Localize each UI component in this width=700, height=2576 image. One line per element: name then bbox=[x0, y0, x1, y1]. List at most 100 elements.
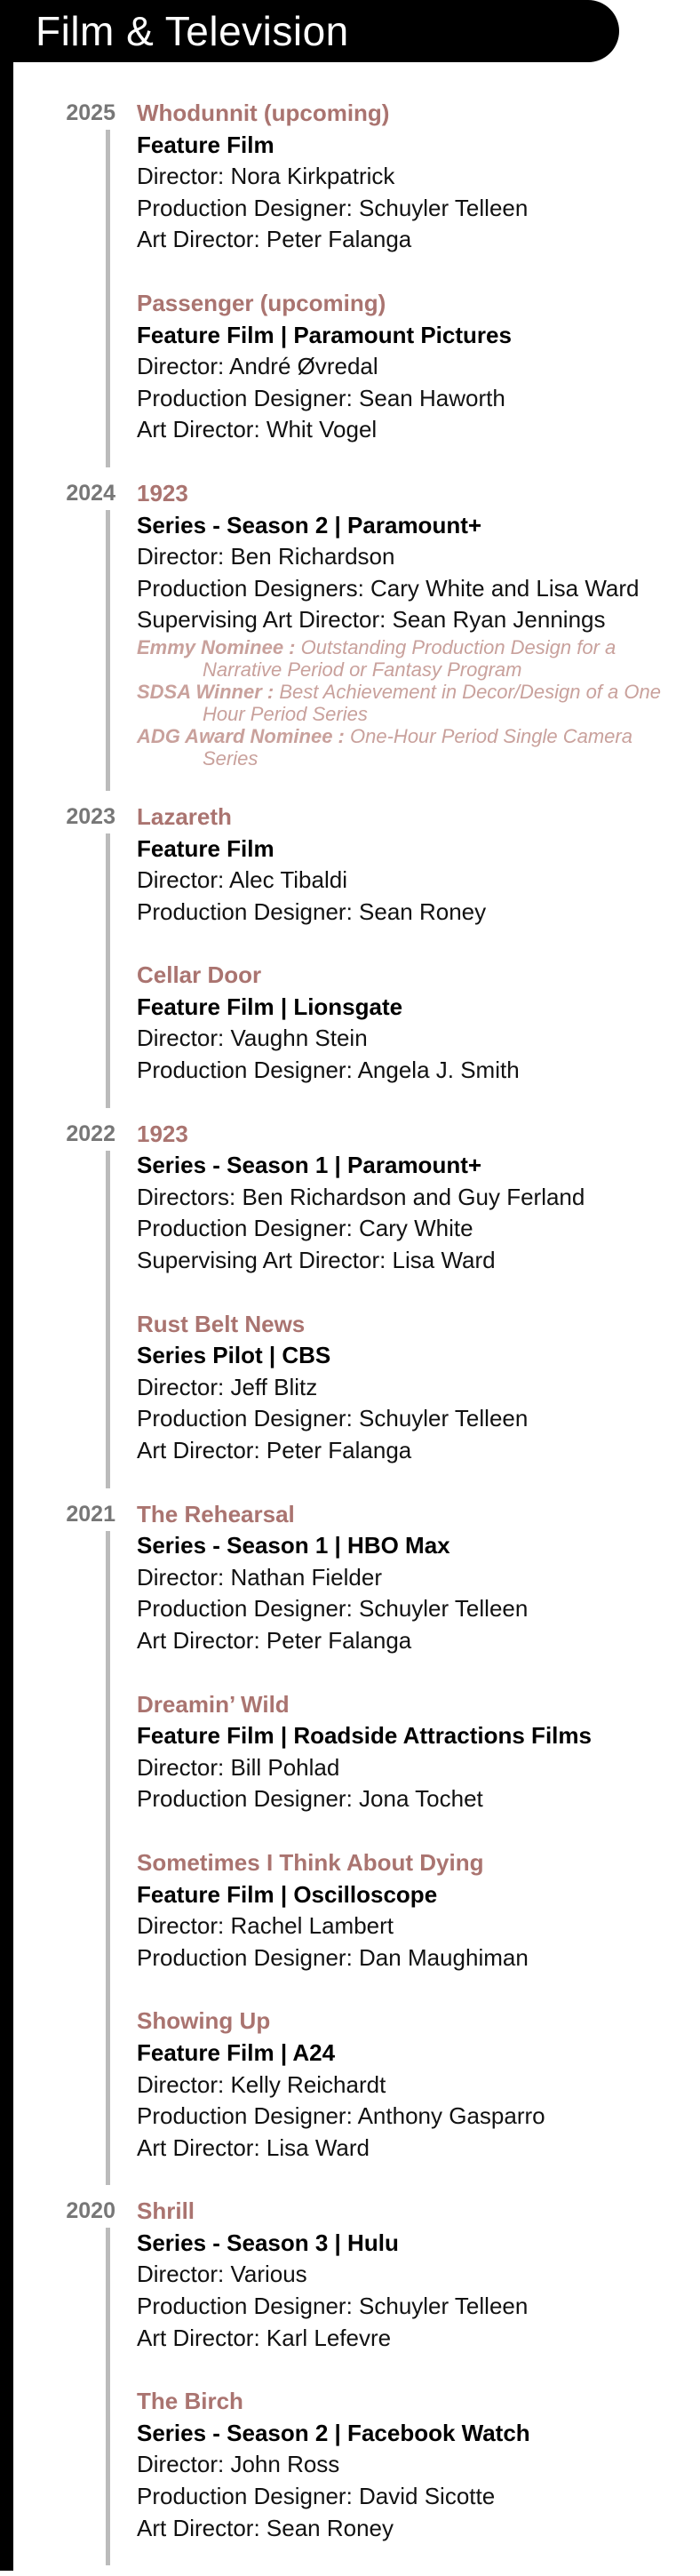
credit: Director: Rachel Lambert bbox=[137, 1912, 394, 1940]
project-subtitle: Feature Film | Roadside Attractions Film… bbox=[137, 1722, 592, 1750]
project-subtitle: Feature Film | Paramount Pictures bbox=[137, 321, 512, 348]
project-subtitle: Feature Film bbox=[137, 834, 274, 862]
year-block: 2020 Shrill Series - Season 3 | Hulu Direct… bbox=[0, 2196, 700, 2576]
project: Passenger (upcoming) Feature Film | Param… bbox=[137, 288, 700, 446]
project: 1923 Series - Season 1 | Paramount+ Direct… bbox=[137, 1119, 700, 1277]
credit: Supervising Art Director: Lisa Ward bbox=[137, 1247, 496, 1274]
project-title: 1923 bbox=[137, 1120, 188, 1147]
project-subtitle: Feature Film | Oscilloscope bbox=[137, 1880, 438, 1908]
credit: Production Designer: Schuyler Telleen bbox=[137, 194, 529, 221]
credit: Art Director: Lisa Ward bbox=[137, 2133, 370, 2161]
project: Cellar Door Feature Film | Lionsgate Direc… bbox=[137, 960, 700, 1086]
header-title: Film & Television bbox=[0, 0, 619, 62]
project-subtitle: Feature Film | A24 bbox=[137, 2038, 336, 2066]
credit: Art Director: Peter Falanga bbox=[137, 226, 412, 253]
credit: Director: Kelly Reichardt bbox=[137, 2070, 386, 2098]
award: ADG Award Nominee : One-Hour Period Sing… bbox=[137, 725, 664, 770]
award: Emmy Nominee : Outstanding Production De… bbox=[137, 636, 664, 681]
credit: Production Designer: Jona Tochet bbox=[137, 1785, 483, 1813]
credit: Director: Various bbox=[137, 2261, 307, 2288]
award-text: Best Achievement in Decor/Design of a On… bbox=[203, 680, 661, 725]
award-label: Emmy Nominee : bbox=[137, 635, 296, 658]
credit: Director: André Øvredal bbox=[137, 353, 378, 380]
credit: Director: Vaughn Stein bbox=[137, 1025, 368, 1052]
project-title: Passenger (upcoming) bbox=[137, 289, 386, 316]
project: 1923 Series - Season 2 | Paramount+ Direct… bbox=[137, 478, 700, 770]
project-subtitle: Series - Season 2 | Facebook Watch bbox=[137, 2419, 530, 2446]
project-subtitle: Feature Film bbox=[137, 131, 274, 158]
year-block: 2021 The Rehearsal Series - Season 1 | HBO… bbox=[0, 1499, 700, 2197]
project-title: 1923 bbox=[137, 479, 188, 506]
project-subtitle: Series - Season 3 | Hulu bbox=[137, 2229, 399, 2256]
project-title: Sometimes I Think About Dying bbox=[137, 1848, 484, 1876]
project-title: The Birch bbox=[137, 2388, 243, 2415]
credit: Art Director: Karl Lefevre bbox=[137, 2324, 392, 2351]
project-title: Dreamin’ Wild bbox=[137, 1690, 290, 1718]
award-text: One-Hour Period Single Camera Series bbox=[203, 724, 632, 770]
credit: Director: Bill Pohlad bbox=[137, 1753, 340, 1781]
timeline-line bbox=[106, 130, 110, 467]
project-title: Cellar Door bbox=[137, 961, 262, 989]
project-title: Whodunnit (upcoming) bbox=[137, 100, 390, 126]
project: The Birch Series - Season 2 | Facebook Wa… bbox=[137, 2386, 700, 2544]
credits-list: 2025 Whodunnit (upcoming) Feature Film Dire… bbox=[0, 98, 700, 2576]
year-block: 2025 Whodunnit (upcoming) Feature Film Dire… bbox=[0, 98, 700, 478]
credit: Art Director: Sean Roney bbox=[137, 2514, 394, 2541]
credit: Production Designer: Anthony Gasparro bbox=[137, 2102, 545, 2130]
year-label: 2024 bbox=[66, 480, 115, 506]
credit: Production Designer: Schuyler Telleen bbox=[137, 2293, 529, 2320]
project: Dreamin’ Wild Feature Film | Roadside Att… bbox=[137, 1689, 700, 1815]
credit: Production Designers: Cary White and Lis… bbox=[137, 574, 640, 602]
side-strip bbox=[0, 0, 13, 2571]
year-label: 2020 bbox=[66, 2198, 115, 2224]
timeline-line bbox=[106, 1530, 110, 2186]
project-title: Rust Belt News bbox=[137, 1310, 306, 1337]
credit: Production Designer: Schuyler Telleen bbox=[137, 1405, 529, 1432]
project-subtitle: Series Pilot | CBS bbox=[137, 1342, 331, 1369]
project: Lazareth Feature Film Director: Alec Tibal… bbox=[137, 802, 700, 928]
project: Whodunnit (upcoming) Feature Film Director… bbox=[137, 98, 700, 256]
project-title: The Rehearsal bbox=[137, 1500, 295, 1527]
credit: Art Director: Peter Falanga bbox=[137, 1626, 412, 1654]
award-label: ADG Award Nominee : bbox=[137, 724, 345, 747]
credit: Director: Jeff Blitz bbox=[137, 1373, 318, 1400]
project-title: Shrill bbox=[137, 2197, 195, 2225]
award-label: SDSA Winner : bbox=[137, 680, 274, 703]
credit: Production Designer: David Sicotte bbox=[137, 2483, 496, 2510]
project-title: Lazareth bbox=[137, 802, 232, 830]
timeline-line bbox=[106, 509, 110, 791]
timeline-line bbox=[106, 2228, 110, 2566]
project-subtitle: Series - Season 1 | Paramount+ bbox=[137, 1152, 482, 1179]
credit: Production Designer: Sean Roney bbox=[137, 897, 487, 925]
project-title: Showing Up bbox=[137, 2007, 271, 2035]
project: Sometimes I Think About Dying Feature Fil… bbox=[137, 1847, 700, 1974]
credit: Director: Alec Tibaldi bbox=[137, 866, 347, 894]
project-subtitle: Series - Season 1 | HBO Max bbox=[137, 1532, 450, 1559]
credit: Production Designer: Angela J. Smith bbox=[137, 1057, 520, 1084]
credit: Directors: Ben Richardson and Guy Ferlan… bbox=[137, 1183, 585, 1210]
year-block: 2024 1923 Series - Season 2 | Paramount+ Di… bbox=[0, 478, 700, 802]
credit: Production Designer: Sean Haworth bbox=[137, 384, 505, 411]
credit: Production Designer: Dan Maughiman bbox=[137, 1943, 529, 1971]
year-label: 2025 bbox=[66, 100, 115, 125]
credit: Director: John Ross bbox=[137, 2451, 340, 2478]
project: Shrill Series - Season 3 | Hulu Director: … bbox=[137, 2196, 700, 2354]
credit: Art Director: Peter Falanga bbox=[137, 1437, 412, 1463]
award: SDSA Winner : Best Achievement in Decor/… bbox=[137, 681, 664, 725]
credit: Director: Nathan Fielder bbox=[137, 1563, 382, 1591]
credit: Supervising Art Director: Sean Ryan Jenn… bbox=[137, 606, 606, 634]
year-block: 2023 Lazareth Feature Film Director: Alec T… bbox=[0, 802, 700, 1119]
timeline-line bbox=[106, 833, 110, 1108]
credit: Director: Ben Richardson bbox=[137, 543, 395, 570]
project-subtitle: Feature Film | Lionsgate bbox=[137, 993, 403, 1020]
year-label: 2021 bbox=[66, 1501, 115, 1527]
credit: Art Director: Whit Vogel bbox=[137, 416, 378, 443]
year-label: 2023 bbox=[66, 803, 115, 829]
project-subtitle: Series - Season 2 | Paramount+ bbox=[137, 511, 482, 538]
award-text: Outstanding Production Design for a Narr… bbox=[203, 635, 616, 681]
credit: Production Designer: Schuyler Telleen bbox=[137, 1595, 529, 1623]
year-block: 2022 1923 Series - Season 1 | Paramount+ Di… bbox=[0, 1119, 700, 1499]
year-label: 2022 bbox=[66, 1121, 115, 1146]
project: Rust Belt News Series Pilot | CBS Director… bbox=[137, 1309, 700, 1467]
